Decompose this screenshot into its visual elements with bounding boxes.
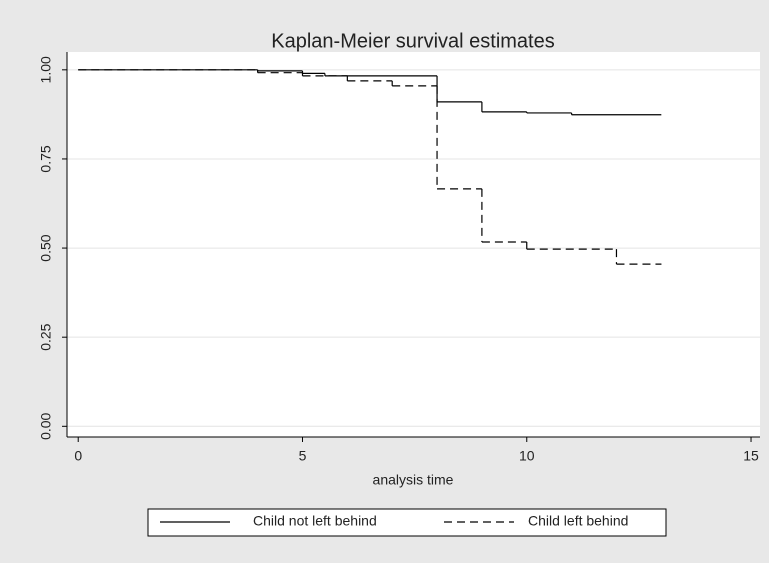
y-tick-label: 0.25 (38, 323, 54, 350)
x-tick-label: 0 (74, 448, 82, 464)
y-tick-label: 0.00 (38, 412, 54, 439)
y-tick-label: 0.50 (38, 234, 54, 261)
legend (147, 508, 667, 537)
x-tick-label: 15 (743, 448, 759, 464)
legend-label: Child left behind (528, 513, 628, 529)
legend-label: Child not left behind (253, 513, 377, 529)
x-axis-label: analysis time (373, 472, 454, 488)
x-tick-label: 10 (519, 448, 535, 464)
chart-title: Kaplan-Meier survival estimates (271, 30, 554, 52)
y-tick-label: 1.00 (38, 56, 54, 83)
y-tick-label: 0.75 (38, 145, 54, 172)
plot-area (67, 52, 760, 437)
x-tick-label: 5 (299, 448, 307, 464)
